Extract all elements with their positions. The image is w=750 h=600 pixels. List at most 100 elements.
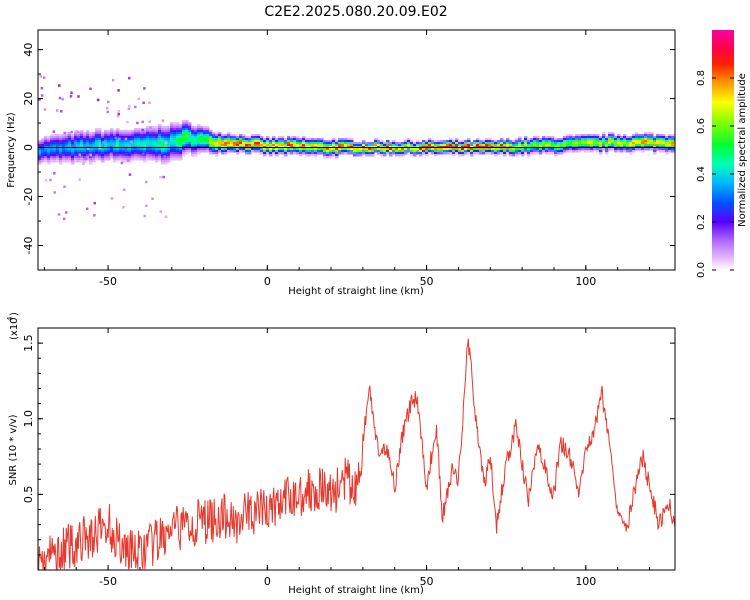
heatmap-cell bbox=[245, 148, 249, 151]
heatmap-cell bbox=[117, 109, 121, 113]
heatmap-cell bbox=[446, 144, 450, 147]
heatmap-cell bbox=[62, 134, 66, 137]
heatmap-cell bbox=[125, 150, 129, 153]
heatmap-cell bbox=[545, 150, 549, 153]
heatmap-cell bbox=[659, 150, 663, 153]
heatmap-cell bbox=[155, 136, 159, 139]
heatmap-cell bbox=[407, 144, 411, 147]
heatmap-cell bbox=[470, 144, 474, 147]
heatmap-cell bbox=[566, 136, 570, 139]
heatmap-cell bbox=[503, 152, 507, 155]
heatmap-cell bbox=[155, 154, 159, 157]
heatmap-cell bbox=[182, 138, 186, 141]
heatmap-cell bbox=[197, 152, 201, 155]
heatmap-cell bbox=[65, 150, 69, 153]
heatmap-cell bbox=[380, 154, 384, 157]
heatmap-cell bbox=[521, 148, 525, 151]
heatmap-cell bbox=[425, 152, 429, 155]
heatmap-cell bbox=[536, 136, 540, 139]
heatmap-cell bbox=[233, 148, 237, 151]
heatmap-cell bbox=[41, 154, 45, 157]
heatmap-cell bbox=[527, 138, 531, 141]
heatmap-cell bbox=[197, 132, 201, 135]
heatmap-cell bbox=[224, 142, 228, 145]
heatmap-cell bbox=[65, 156, 69, 159]
heatmap-cell bbox=[130, 140, 133, 144]
heatmap-cell bbox=[116, 132, 120, 135]
heatmap-cell bbox=[551, 150, 555, 153]
heatmap-cell bbox=[605, 136, 609, 139]
heatmap-cell bbox=[53, 142, 57, 145]
heatmap-cell bbox=[623, 138, 627, 141]
heatmap-cell bbox=[227, 150, 231, 153]
heatmap-cell bbox=[512, 152, 516, 155]
heatmap-cell bbox=[185, 132, 189, 135]
heatmap-cell bbox=[431, 140, 435, 143]
heatmap-cell bbox=[392, 148, 396, 151]
heatmap-cell bbox=[608, 148, 612, 151]
heatmap-cell bbox=[159, 175, 162, 179]
heatmap-cell bbox=[200, 130, 204, 133]
heatmap-cell bbox=[209, 140, 213, 143]
heatmap-cell bbox=[182, 134, 186, 137]
heatmap-cell bbox=[620, 148, 624, 151]
heatmap-cell bbox=[80, 156, 84, 159]
heatmap-cell bbox=[70, 91, 73, 94]
heatmap-cell bbox=[635, 144, 639, 147]
heatmap-cell bbox=[107, 142, 111, 145]
heatmap-cell bbox=[104, 140, 108, 143]
heatmap-cell bbox=[635, 134, 639, 137]
snr-y-tick-label: 1.5 bbox=[22, 334, 35, 352]
heatmap-cell bbox=[530, 152, 534, 155]
heatmap-cell bbox=[140, 144, 144, 147]
heatmap-cell bbox=[71, 154, 75, 157]
heatmap-cell bbox=[479, 150, 483, 153]
heatmap-cell bbox=[647, 138, 651, 141]
heatmap-cell bbox=[296, 142, 300, 145]
heatmap-cell bbox=[617, 150, 621, 153]
heatmap-cell bbox=[59, 160, 63, 163]
heatmap-cell bbox=[461, 144, 465, 147]
heatmap-cell bbox=[332, 144, 336, 147]
heatmap-cell bbox=[137, 128, 141, 131]
heatmap-cell bbox=[278, 144, 282, 147]
heatmap-cell bbox=[392, 142, 396, 145]
heatmap-cell bbox=[461, 140, 465, 143]
heatmap-cell bbox=[125, 130, 129, 133]
heatmap-cell bbox=[299, 142, 303, 145]
heatmap-cell bbox=[452, 152, 456, 155]
heatmap-cell bbox=[98, 158, 102, 161]
heatmap-cell bbox=[203, 140, 207, 143]
heatmap-cell bbox=[101, 138, 105, 141]
heatmap-cell bbox=[572, 136, 576, 139]
heatmap-cell bbox=[161, 154, 165, 157]
heatmap-cell bbox=[152, 134, 156, 137]
heatmap-cell bbox=[107, 138, 111, 141]
heatmap-cell bbox=[185, 138, 189, 141]
heatmap-cell bbox=[590, 140, 594, 143]
heatmap-cell bbox=[137, 154, 141, 157]
heatmap-cell bbox=[83, 144, 87, 147]
heatmap-cell bbox=[83, 150, 87, 153]
heatmap-cell bbox=[194, 148, 198, 151]
heatmap-cell bbox=[179, 150, 183, 153]
heatmap-cell bbox=[308, 152, 312, 155]
heatmap-cell bbox=[74, 156, 78, 159]
heatmap-cell bbox=[494, 150, 498, 153]
heatmap-cell bbox=[632, 134, 636, 137]
heatmap-cell bbox=[62, 154, 66, 157]
heatmap-cell bbox=[182, 130, 186, 133]
heatmap-cell bbox=[98, 156, 102, 159]
heatmap-cell bbox=[92, 150, 96, 153]
heatmap-cell bbox=[158, 126, 162, 129]
heatmap-cell bbox=[119, 158, 123, 161]
heatmap-cell bbox=[293, 140, 297, 143]
heatmap-cell bbox=[257, 138, 261, 141]
heatmap-cell bbox=[287, 138, 291, 141]
heatmap-cell bbox=[665, 144, 669, 147]
heatmap-cell bbox=[53, 154, 57, 157]
heatmap-cell bbox=[596, 140, 600, 143]
heatmap-cell bbox=[551, 144, 555, 147]
heatmap-cell bbox=[176, 138, 180, 141]
heatmap-cell bbox=[57, 84, 61, 87]
